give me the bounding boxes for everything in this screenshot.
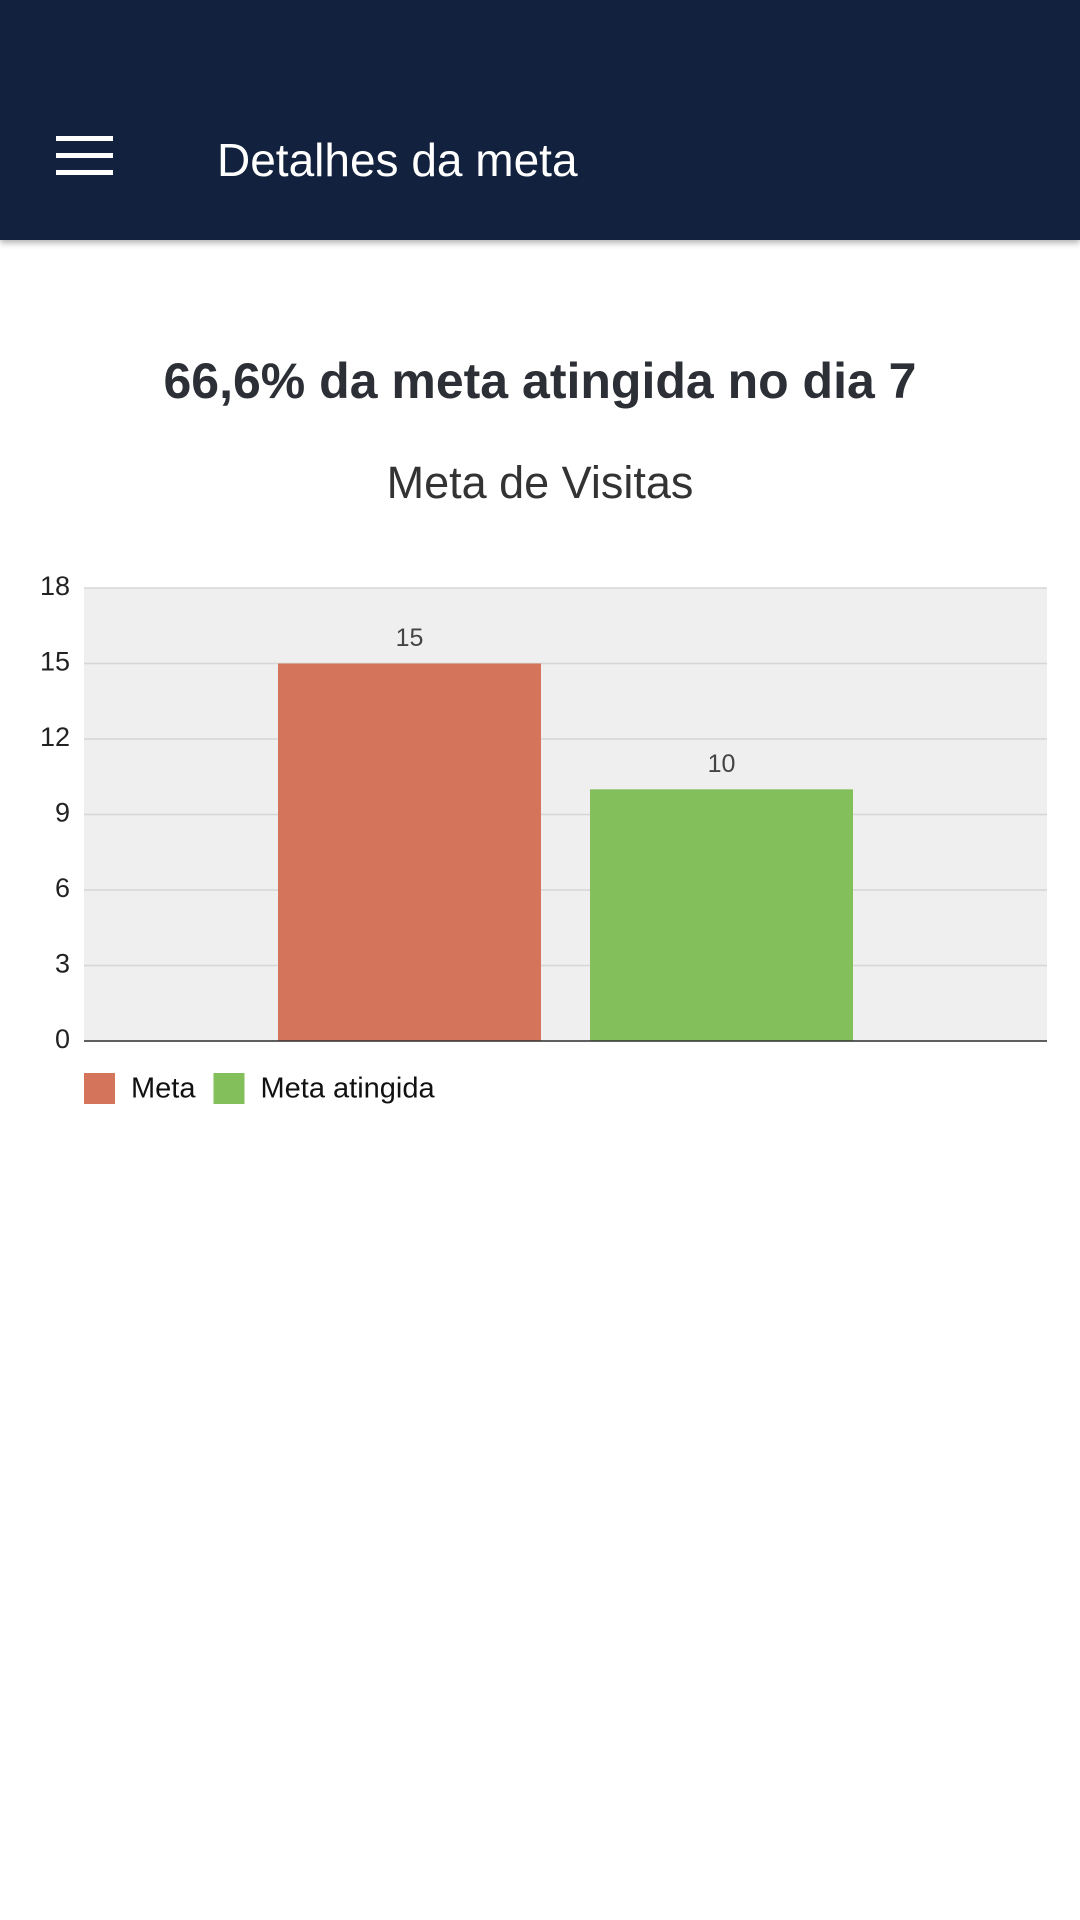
legend-label: Meta atingida xyxy=(260,1073,435,1105)
value-label: 10 xyxy=(708,750,736,778)
y-tick-label: 6 xyxy=(55,873,70,903)
app-bar: Detalhes da meta xyxy=(0,0,1080,240)
bar xyxy=(590,789,853,1041)
y-tick-label: 9 xyxy=(55,798,70,828)
y-tick-label: 3 xyxy=(55,949,70,979)
heading: 66,6% da meta atingida no dia 7 xyxy=(163,353,917,409)
y-tick-label: 15 xyxy=(40,647,70,677)
chart-title: Meta de Visitas xyxy=(387,457,694,508)
legend-swatch xyxy=(84,1073,115,1104)
chart: Meta de Visitas 0 3 6 9 12 15 18 15 10 Meta Meta a… xyxy=(40,457,1047,1105)
menu-button[interactable] xyxy=(56,136,113,176)
value-label: 15 xyxy=(396,624,424,652)
y-tick-label: 12 xyxy=(40,722,70,752)
legend-swatch xyxy=(213,1073,245,1104)
app-title: Detalhes da meta xyxy=(217,134,578,186)
y-tick-label: 18 xyxy=(40,571,70,601)
y-tick-label: 0 xyxy=(55,1024,70,1054)
legend-label: Meta xyxy=(131,1073,196,1105)
bar xyxy=(278,663,541,1041)
